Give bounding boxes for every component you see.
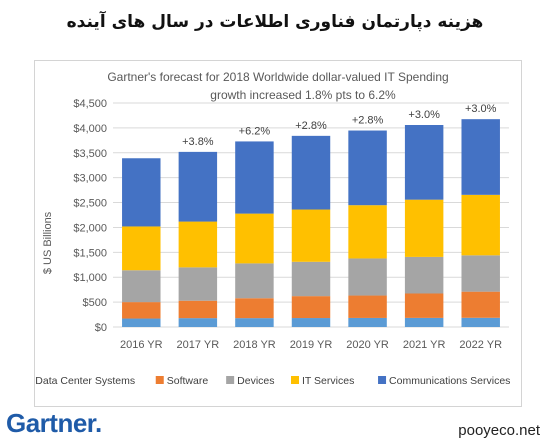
chart-title-line-2: growth increased 1.8% pts to 6.2% (210, 88, 396, 102)
gartner-logo-dot: . (95, 408, 102, 438)
y-tick-label: $4,500 (73, 98, 107, 110)
bar-software (291, 296, 331, 319)
y-tick-label: $0 (95, 322, 107, 334)
bar-software (461, 291, 500, 318)
x-tick-label: 2016 YR (120, 339, 163, 351)
legend-item: Communications Services (389, 375, 510, 387)
bar-devices (178, 267, 218, 301)
x-tick-label: 2020 YR (346, 339, 389, 351)
gartner-logo: Gartner. (6, 408, 102, 439)
legend-item: IT Services (302, 375, 354, 387)
legend-item: Devices (237, 375, 274, 387)
bar-it-services (122, 226, 161, 271)
bar-it-services (461, 194, 500, 256)
x-tick-label: 2019 YR (290, 339, 333, 351)
bar-data-center-systems (291, 318, 331, 327)
bar-communications-services (291, 135, 331, 210)
x-tick-label: 2021 YR (403, 339, 446, 351)
growth-label: +2.8% (295, 120, 327, 132)
bar-it-services (291, 209, 331, 262)
bar-devices (291, 261, 331, 297)
x-tick-label: 2017 YR (177, 339, 220, 351)
bar-data-center-systems (235, 318, 274, 327)
y-tick-label: $3,000 (73, 173, 107, 185)
bar-communications-services (178, 151, 218, 222)
stacked-bar-chart: Gartner's forecast for 2018 Worldwide do… (35, 70, 510, 387)
legend-item: Data Center Systems (35, 375, 135, 387)
bar-devices (404, 256, 444, 294)
bar-it-services (178, 221, 218, 268)
page-title: هزینه دپارتمان فناوری اطلاعات در سال های… (66, 12, 484, 32)
site-credit: pooyeco.net (458, 422, 540, 439)
y-tick-label: $1,500 (73, 247, 107, 259)
bar-devices (461, 255, 500, 292)
legend-swatch (378, 376, 387, 384)
bar-software (348, 295, 387, 318)
bar-devices (235, 263, 274, 299)
bar-it-services (348, 205, 387, 259)
y-tick-label: $2,500 (73, 198, 107, 210)
bar-data-center-systems (178, 318, 218, 327)
y-tick-label: $3,500 (73, 148, 107, 160)
legend-swatch (226, 376, 235, 384)
y-tick-label: $4,000 (73, 123, 107, 135)
bar-data-center-systems (348, 317, 387, 327)
x-tick-label: 2022 YR (459, 339, 502, 351)
gartner-logo-text: Gartner (6, 408, 96, 438)
bar-data-center-systems (122, 318, 161, 327)
growth-label: +6.2% (239, 125, 271, 137)
bar-communications-services (235, 141, 274, 214)
y-tick-label: $500 (83, 297, 107, 309)
bar-communications-services (348, 130, 387, 206)
bar-data-center-systems (404, 317, 444, 327)
y-tick-label: $1,000 (73, 272, 107, 284)
bar-software (404, 293, 444, 318)
y-tick-label: $2,000 (73, 222, 107, 234)
bar-devices (122, 270, 161, 303)
legend-swatch (155, 376, 164, 384)
growth-label: +3.0% (465, 103, 497, 115)
growth-label: +3.0% (408, 109, 440, 121)
growth-label: +2.8% (352, 115, 384, 127)
bar-software (122, 302, 161, 319)
bar-communications-services (404, 125, 444, 200)
bar-software (235, 298, 274, 319)
bar-software (178, 300, 218, 319)
bar-data-center-systems (461, 317, 500, 327)
legend-swatch (291, 376, 299, 384)
chart-frame: Gartner's forecast for 2018 Worldwide do… (34, 60, 522, 407)
bar-communications-services (122, 158, 161, 227)
chart-title-line-1: Gartner's forecast for 2018 Worldwide do… (107, 70, 448, 84)
bar-it-services (404, 199, 444, 257)
growth-label: +3.8% (182, 136, 214, 148)
bar-devices (348, 258, 387, 296)
bar-it-services (235, 213, 274, 264)
legend-item: Software (167, 375, 209, 387)
y-axis-label: $ US Billions (42, 211, 54, 274)
x-tick-label: 2018 YR (233, 339, 276, 351)
bar-communications-services (461, 119, 500, 195)
